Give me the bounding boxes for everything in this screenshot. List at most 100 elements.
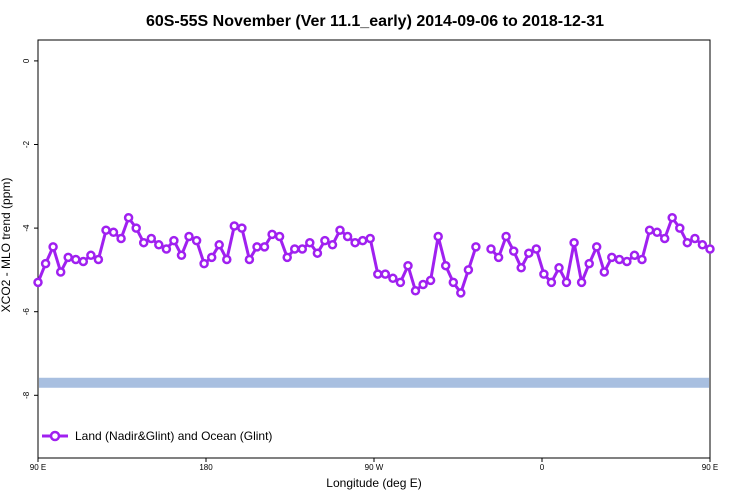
data-point (365, 233, 375, 244)
data-point (48, 242, 58, 252)
data-point (93, 254, 104, 265)
data-point (350, 237, 360, 248)
data-point (71, 254, 81, 265)
data-point (184, 231, 194, 242)
data-point (335, 225, 345, 235)
data-point (516, 263, 526, 273)
data-point (154, 240, 164, 250)
data-point (86, 250, 96, 261)
series-layer (33, 212, 715, 298)
data-point (554, 263, 564, 273)
legend-marker (49, 430, 61, 442)
y-tick-label: -2 (22, 140, 31, 148)
data-point (357, 235, 368, 246)
x-tick-label: 0 (540, 463, 545, 472)
data-point (471, 242, 481, 252)
data-point (607, 252, 617, 263)
data-point (373, 269, 383, 279)
data-point (501, 231, 511, 242)
x-tick-label: 90 W (365, 463, 384, 472)
data-point (425, 275, 436, 286)
data-point (697, 240, 708, 250)
data-point (493, 252, 504, 263)
data-point (63, 252, 73, 263)
data-point (433, 231, 443, 242)
data-point (229, 221, 240, 231)
data-point (78, 256, 89, 267)
data-point (546, 277, 557, 288)
data-point (659, 233, 670, 244)
data-point (108, 227, 119, 238)
data-point (539, 269, 549, 279)
data-point (644, 225, 655, 235)
data-point (169, 235, 179, 246)
data-point (395, 277, 406, 288)
y-tick-label: 0 (22, 58, 31, 63)
data-point (320, 235, 330, 246)
data-point (146, 233, 157, 244)
data-point (705, 244, 715, 254)
data-point (305, 237, 315, 248)
y-tick-label: -4 (22, 224, 31, 232)
data-point (327, 240, 338, 250)
y-tick-label: -6 (22, 308, 31, 316)
data-point (206, 252, 217, 263)
data-point (33, 277, 43, 288)
data-point (138, 237, 149, 248)
data-point (576, 277, 587, 288)
data-point (267, 229, 277, 240)
x-tick-label: 90 E (30, 463, 46, 472)
data-point (289, 244, 300, 254)
data-point (214, 240, 224, 250)
data-point (259, 242, 270, 252)
data-point (569, 237, 579, 248)
data-point (637, 254, 647, 265)
chart-title: 60S-55S November (Ver 11.1_early) 2014-0… (146, 13, 604, 30)
data-point (667, 212, 677, 223)
legend-label: Land (Nadir&Glint) and Ocean (Glint) (75, 429, 272, 443)
y-axis-label: XCO2 - MLO trend (ppm) (0, 178, 13, 313)
data-point (599, 267, 610, 277)
data-point (591, 242, 602, 252)
data-point (486, 244, 496, 254)
data-point (101, 225, 111, 235)
x-axis: 90 E 180 90 W 0 90 E (30, 458, 718, 472)
data-point (410, 286, 421, 296)
uncertainty-band (39, 377, 709, 388)
data-point (456, 288, 466, 298)
data-point (690, 233, 700, 244)
data-point (40, 258, 51, 269)
data-point (123, 212, 134, 223)
data-point (131, 223, 141, 233)
data-point (418, 279, 428, 290)
band-layer (39, 377, 709, 388)
data-point (342, 231, 353, 242)
data-point (380, 269, 391, 279)
data-point (116, 233, 126, 244)
plot-frame (37, 39, 711, 459)
data-point (176, 250, 187, 261)
data-point (222, 254, 232, 265)
data-point (614, 254, 625, 265)
data-point (244, 254, 255, 265)
data-point (531, 244, 542, 254)
data-point (55, 267, 66, 277)
data-point (403, 260, 413, 271)
data-point (388, 273, 398, 284)
data-point (682, 237, 693, 248)
data-point (297, 244, 308, 254)
legend: Land (Nadir&Glint) and Ocean (Glint) (42, 429, 272, 443)
data-point (652, 227, 662, 238)
data-point (199, 258, 209, 269)
data-point (252, 242, 262, 252)
data-point (440, 260, 451, 271)
x-tick-label: 90 E (702, 463, 718, 472)
data-point (448, 277, 459, 288)
data-point (622, 256, 632, 267)
data-point (237, 223, 247, 233)
x-axis-label: Longitude (deg E) (326, 476, 421, 490)
data-point (191, 235, 202, 246)
data-point (675, 223, 685, 233)
data-point (312, 248, 323, 258)
